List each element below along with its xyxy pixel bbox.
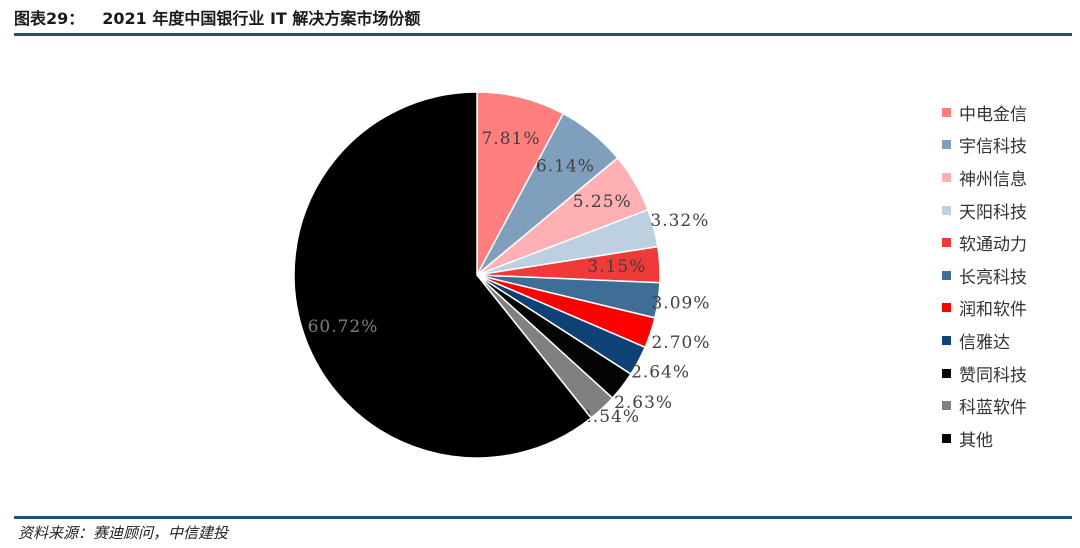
legend-item: 其他	[942, 422, 1027, 455]
legend-swatch	[942, 433, 951, 443]
data-label: 2.63%	[614, 393, 673, 413]
legend-label: 神州信息	[959, 169, 1027, 190]
data-label: 3.15%	[587, 257, 646, 277]
legend-item: 信雅达	[942, 324, 1027, 357]
legend-item: 润和软件	[942, 292, 1027, 325]
data-label: 5.25%	[573, 192, 632, 212]
legend-swatch	[942, 172, 951, 182]
legend-label: 天阳科技	[959, 202, 1027, 223]
legend-label: 赞同科技	[959, 365, 1027, 386]
data-label: 2.64%	[631, 363, 690, 383]
legend-item: 科蓝软件	[942, 389, 1027, 422]
legend-item: 宇信科技	[942, 129, 1027, 162]
legend-item: 神州信息	[942, 161, 1027, 194]
top-rule	[14, 33, 1072, 36]
data-label: 3.09%	[651, 294, 710, 314]
legend-swatch	[942, 303, 951, 313]
chart-legend: 中电金信宇信科技神州信息天阳科技软通动力长亮科技润和软件信雅达赞同科技科蓝软件其…	[942, 96, 1027, 455]
pie-slice	[293, 91, 593, 459]
legend-swatch	[942, 335, 951, 345]
legend-label: 科蓝软件	[959, 398, 1027, 419]
bottom-rule	[14, 516, 1072, 519]
legend-item: 中电金信	[942, 96, 1027, 129]
legend-swatch	[942, 107, 951, 117]
legend-label: 宇信科技	[959, 137, 1027, 158]
legend-label: 中电金信	[959, 104, 1027, 125]
data-label: 2.54%	[581, 407, 640, 427]
legend-item: 软通动力	[942, 226, 1027, 259]
legend-label: 信雅达	[959, 332, 1010, 353]
legend-label: 其他	[959, 430, 993, 451]
data-label: 7.81%	[481, 129, 540, 149]
legend-label: 润和软件	[959, 300, 1027, 321]
legend-item: 赞同科技	[942, 357, 1027, 390]
legend-label: 长亮科技	[959, 267, 1027, 288]
figure-title-text: 2021 年度中国银行业 IT 解决方案市场份额	[102, 9, 421, 28]
legend-label: 软通动力	[959, 235, 1027, 256]
data-label: 60.72%	[308, 317, 379, 337]
legend-swatch	[942, 205, 951, 215]
source-note: 资料来源：赛迪顾问，中信建投	[18, 524, 229, 542]
legend-swatch	[942, 401, 951, 411]
figure-title: 图表29： 2021 年度中国银行业 IT 解决方案市场份额	[14, 6, 420, 32]
legend-swatch	[942, 270, 951, 280]
legend-swatch	[942, 238, 951, 248]
legend-item: 长亮科技	[942, 259, 1027, 292]
data-label: 2.70%	[651, 333, 710, 353]
data-label: 6.14%	[536, 157, 595, 177]
data-label: 3.32%	[650, 211, 709, 231]
legend-swatch	[942, 140, 951, 150]
figure-number: 图表29：	[14, 9, 85, 28]
legend-swatch	[942, 368, 951, 378]
legend-item: 天阳科技	[942, 194, 1027, 227]
